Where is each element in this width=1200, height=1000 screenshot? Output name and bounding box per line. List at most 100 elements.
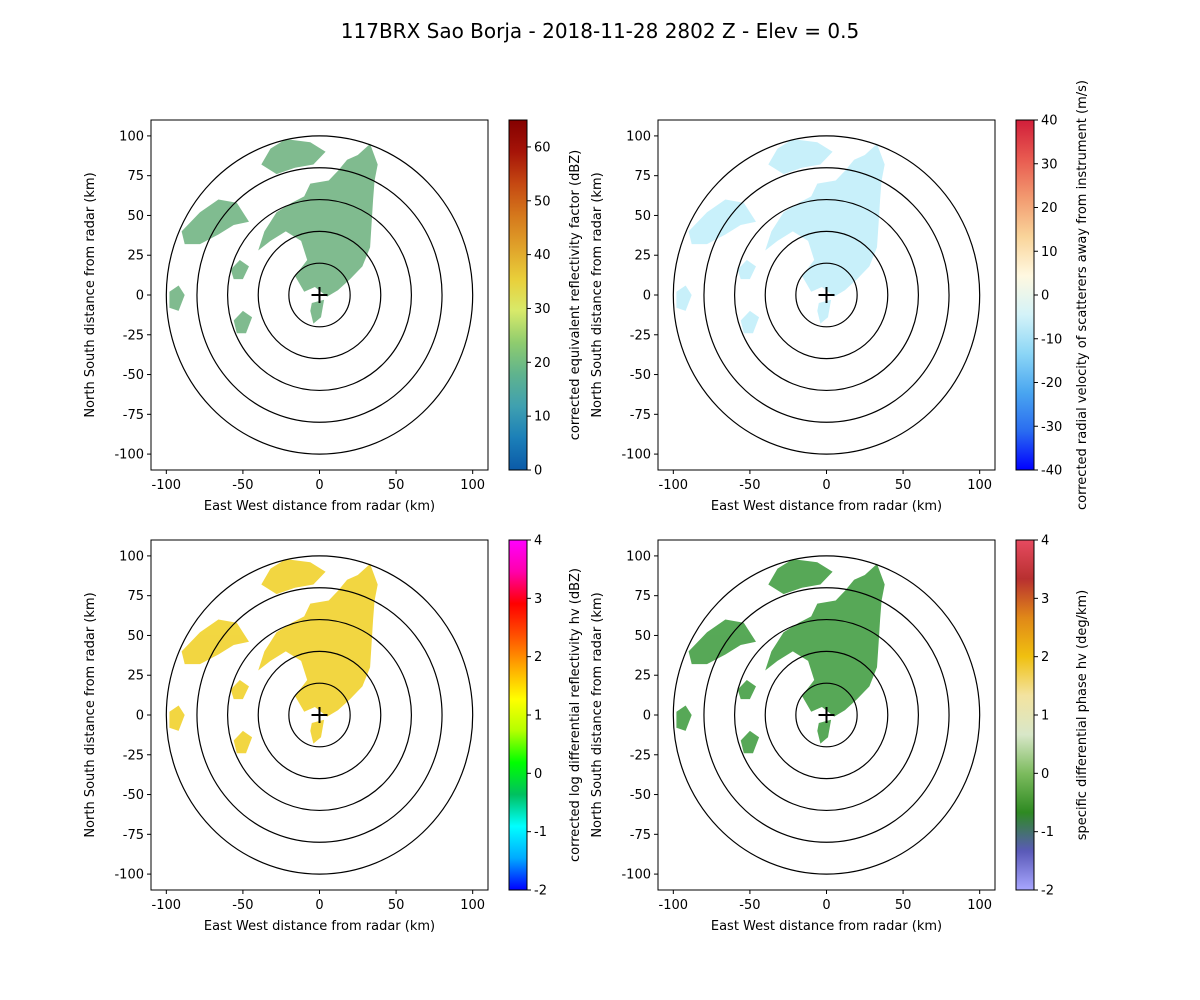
y-tick-label: 100 xyxy=(119,129,144,144)
echo-region xyxy=(688,619,756,665)
range-ring-40km xyxy=(257,230,382,360)
colorbar-tick-label: 0 xyxy=(1041,289,1049,304)
x-tick-label: 100 xyxy=(460,478,485,493)
y-tick-label: 75 xyxy=(634,589,651,604)
y-tick-label: 50 xyxy=(634,629,651,644)
colorbar-tick-label: 10 xyxy=(1041,245,1058,260)
y-tick-label: -100 xyxy=(621,448,651,463)
echo-region xyxy=(768,139,833,175)
range-ring-80km xyxy=(703,167,950,423)
y-tick-label: -50 xyxy=(123,788,144,803)
range-ring-60km xyxy=(226,198,413,392)
echo-region xyxy=(737,680,756,700)
colorbar-gradient xyxy=(508,119,528,471)
y-tick-label: 100 xyxy=(626,129,651,144)
echo-region xyxy=(233,310,253,334)
colorbar-label: corrected equivalent reflectivity factor… xyxy=(568,150,583,441)
y-tick-label: 50 xyxy=(634,209,651,224)
precipitation-echoes xyxy=(169,139,378,334)
colorbar-tick-label: 20 xyxy=(534,356,551,371)
colorbar-tick-label: 30 xyxy=(1041,157,1058,172)
y-axis-label: North South distance from radar (km) xyxy=(83,172,98,417)
y-tick-label: -50 xyxy=(630,788,651,803)
y-tick-label: -25 xyxy=(630,748,651,763)
x-tick-label: -100 xyxy=(659,478,689,493)
y-tick-label: 0 xyxy=(136,289,144,304)
colorbar-tick-label: 1 xyxy=(1041,709,1049,724)
colorbar-tick-label: -2 xyxy=(534,884,547,899)
radar-panel-1: -100 -50 0 50 100-100-75-50-250255075100East… xyxy=(83,119,583,514)
echo-region xyxy=(740,310,760,334)
range-ring-100km xyxy=(672,555,981,875)
y-tick-label: 50 xyxy=(127,209,144,224)
y-tick-label: -25 xyxy=(630,328,651,343)
y-tick-label: -25 xyxy=(123,328,144,343)
echo-region xyxy=(169,705,185,731)
colorbar-tick-label: 3 xyxy=(534,592,542,607)
x-tick-label: 50 xyxy=(388,898,405,913)
y-tick-label: -75 xyxy=(123,408,144,423)
x-tick-label: 50 xyxy=(388,478,405,493)
x-axis-label: East West distance from radar (km) xyxy=(204,499,435,514)
range-ring-20km xyxy=(288,682,351,748)
colorbar-tick-label: 10 xyxy=(534,410,551,425)
range-ring-60km xyxy=(733,618,920,812)
colorbar: 0 10 20 30 40 50 60 corrected equivalent reflec… xyxy=(508,119,583,479)
echo-region xyxy=(258,563,378,717)
y-tick-label: 25 xyxy=(634,669,651,684)
colorbar-tick-label: 4 xyxy=(1041,534,1049,549)
range-ring-100km xyxy=(165,135,474,455)
echo-region xyxy=(310,299,325,324)
echo-region xyxy=(768,559,833,595)
echo-region xyxy=(688,199,756,245)
colorbar-gradient xyxy=(508,539,528,891)
y-tick-label: 25 xyxy=(127,669,144,684)
colorbar-tick-label: -30 xyxy=(1041,420,1062,435)
colorbar-tick-label: 40 xyxy=(1041,114,1058,129)
x-tick-label: 100 xyxy=(460,898,485,913)
colorbar-label: corrected radial velocity of scatterers … xyxy=(1075,80,1090,510)
colorbar-tick-label: 40 xyxy=(534,248,551,263)
echo-region xyxy=(261,559,326,595)
colorbar: -40 -30 -20 -10 0 10 20 30 40 corrected radial ve… xyxy=(1015,80,1090,510)
colorbar-tick-label: 0 xyxy=(1041,767,1049,782)
colorbar-tick-label: -10 xyxy=(1041,332,1062,347)
x-tick-label: 0 xyxy=(315,898,323,913)
y-tick-label: 50 xyxy=(127,629,144,644)
y-axis-label: North South distance from radar (km) xyxy=(590,592,605,837)
range-ring-20km xyxy=(795,682,858,748)
radar-location-marker xyxy=(311,287,328,303)
colorbar-tick-label: 4 xyxy=(534,534,542,549)
echo-region xyxy=(310,719,325,744)
x-tick-label: -50 xyxy=(232,478,253,493)
y-tick-label: -75 xyxy=(630,408,651,423)
range-ring-100km xyxy=(672,135,981,455)
y-axis-label: North South distance from radar (km) xyxy=(590,172,605,417)
echo-region xyxy=(181,199,249,245)
range-ring-40km xyxy=(257,650,382,780)
x-tick-label: -50 xyxy=(739,898,760,913)
echo-region xyxy=(230,680,249,700)
echo-region xyxy=(233,730,253,754)
y-tick-label: 0 xyxy=(643,709,651,724)
echo-region xyxy=(676,285,692,311)
y-tick-label: -25 xyxy=(123,748,144,763)
echo-region xyxy=(765,143,885,297)
colorbar: -2 -1 0 1 2 3 4 corrected log differential refl… xyxy=(508,534,583,899)
x-tick-label: 100 xyxy=(967,898,992,913)
x-tick-label: 0 xyxy=(822,478,830,493)
colorbar-tick-label: -1 xyxy=(1041,825,1054,840)
y-tick-label: -50 xyxy=(123,368,144,383)
y-tick-label: 0 xyxy=(136,709,144,724)
y-tick-label: -100 xyxy=(114,868,144,883)
radar-panel-4: -100 -50 0 50 100 -100 -75 -50 -25 0 25 50 75 100 East… xyxy=(590,534,1090,935)
range-ring-80km xyxy=(703,587,950,843)
y-tick-label: -75 xyxy=(630,828,651,843)
x-tick-label: -100 xyxy=(152,898,182,913)
range-ring-40km xyxy=(764,230,889,360)
radar-location-marker xyxy=(818,707,835,723)
y-axis-label: North South distance from radar (km) xyxy=(83,592,98,837)
y-tick-label: 75 xyxy=(634,169,651,184)
colorbar-gradient xyxy=(1015,119,1035,471)
radar-panel-3: -100 -50 0 50 100 -100 -75 -50 -25 0 25 50 75 100 East… xyxy=(83,534,583,935)
